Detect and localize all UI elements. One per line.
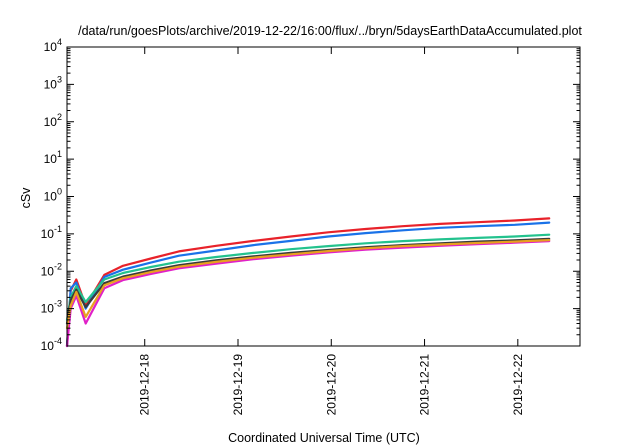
- y-tick-label: 102: [44, 112, 62, 129]
- series-line-4: [65, 237, 551, 325]
- y-tick-label: 10-1: [41, 224, 62, 241]
- y-tick-label: 10-4: [41, 336, 62, 353]
- plot-area: 10-4 10-3 10-2 10-1 100 101 102 103 104 2019-12-1…: [41, 37, 581, 416]
- y-tick-label: 104: [44, 37, 62, 54]
- x-tick-label: 2019-12-20: [324, 354, 338, 416]
- series-line-3: [65, 233, 551, 321]
- y-tick-label: 103: [44, 74, 62, 91]
- x-tick-label: 2019-12-18: [138, 354, 152, 416]
- y-tick-label: 101: [44, 149, 62, 166]
- series-line-5: [65, 240, 551, 348]
- x-tick-label: 2019-12-22: [511, 354, 525, 416]
- series-line-6: [65, 239, 551, 330]
- x-tick-label: 2019-12-21: [418, 354, 432, 416]
- y-tick-label: 10-2: [41, 261, 62, 278]
- chart-title: /data/run/goesPlots/archive/2019-12-22/1…: [78, 24, 582, 38]
- y-tick-label: 10-3: [41, 299, 62, 316]
- y-axis-title: cSv: [19, 187, 33, 209]
- x-tick-label: 2019-12-19: [231, 354, 245, 416]
- y-tick-label: 100: [44, 187, 62, 204]
- plot-frame: [66, 46, 581, 347]
- x-axis-title: Coordinated Universal Time (UTC): [228, 431, 420, 445]
